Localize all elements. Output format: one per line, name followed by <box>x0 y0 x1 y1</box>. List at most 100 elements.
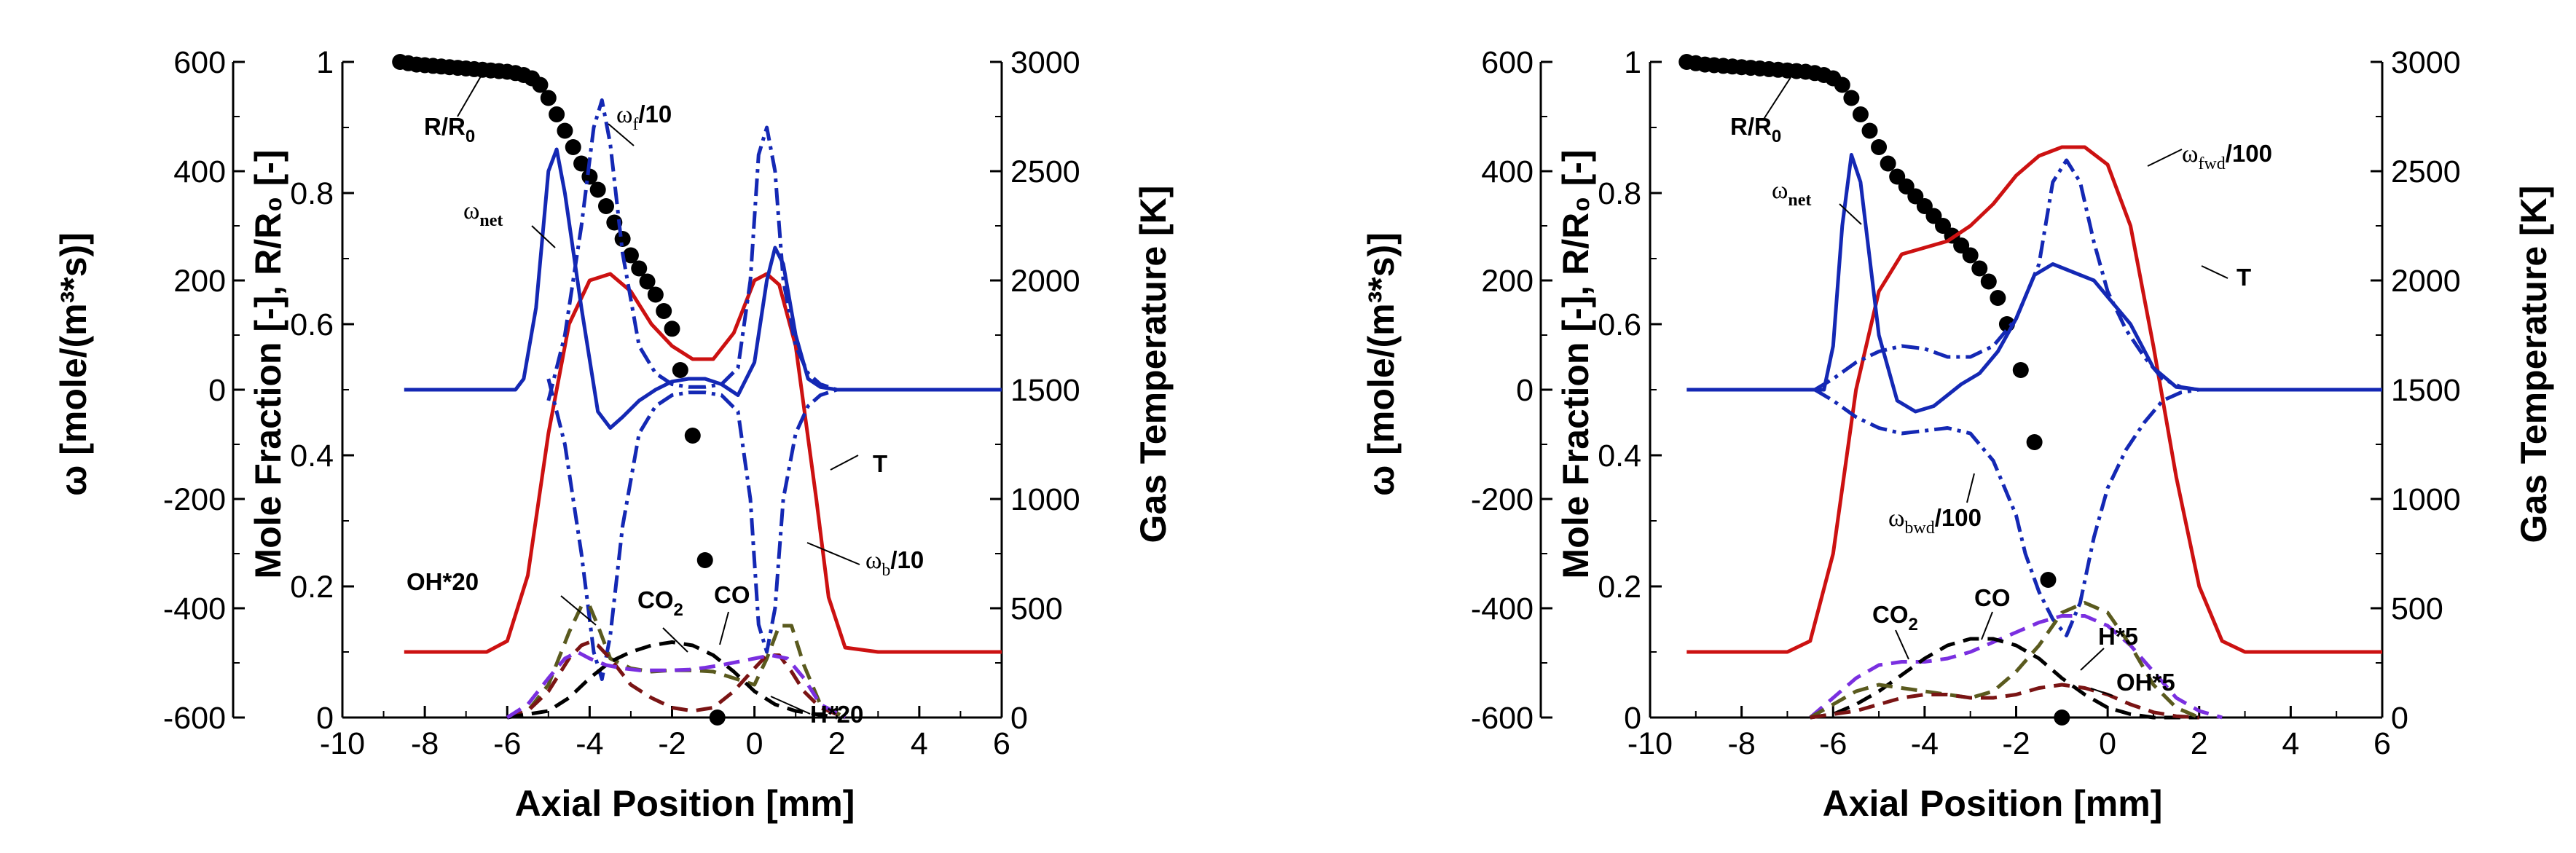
left-series-r-r0-point <box>709 709 726 726</box>
left-fraction-tick-label: 0.4 <box>290 439 334 473</box>
right-temperature-tick-label: 1000 <box>2391 482 2461 517</box>
right-h-leader <box>2080 648 2105 671</box>
left-fraction-axis-label: Mole Fraction [-], R/R₀ [-] <box>248 149 288 578</box>
left-x-tick-label: 0 <box>746 726 763 761</box>
left-x-tick-label: -8 <box>411 726 439 761</box>
left-series-r-r0-point <box>672 362 688 378</box>
right-temperature-tick-label: 500 <box>2391 591 2443 626</box>
right-series-h-5-line <box>1809 601 2200 720</box>
left-series-r-r0-point <box>540 90 557 106</box>
left-series-r-r0-point <box>647 286 664 303</box>
left-temperature-tick-label: 1500 <box>1010 373 1080 408</box>
left-series-r-r0-point <box>598 198 614 214</box>
right-panel: -10 -8 -6 -4 -2 0 2 4 6 -600 -400 -200 0 200 400 600 0 0.… <box>1361 45 2554 824</box>
left-series-r-r0-point <box>639 273 656 290</box>
right-fraction-tick-label: 0 <box>1624 701 1641 736</box>
right-wnet-label: ωnet <box>1772 177 1811 210</box>
left-series <box>392 54 1002 726</box>
right-series-r-r0-point <box>1971 260 1988 277</box>
right-series-r-r0-point <box>1880 155 1896 172</box>
left-temperature-tick-label: 0 <box>1010 701 1028 736</box>
right-series-r-r0-point <box>2026 434 2043 450</box>
right-omega-tick-label: 600 <box>1481 45 1534 80</box>
right-fraction-tick-label: 0.8 <box>1598 176 1641 211</box>
left-wb-label: ωb/10 <box>865 546 924 580</box>
right-series-bwd-100-line <box>1813 388 2200 637</box>
right-series-net-line <box>1686 153 2382 414</box>
right-x-axis-label: Axial Position [mm] <box>1823 783 2163 824</box>
right-temperature-tick-label: 0 <box>2391 701 2408 736</box>
right-series-r-r0-point <box>2012 362 2029 378</box>
right-series-r-r0-point <box>1980 273 1997 290</box>
left-axes: -10 -8 -6 -4 -2 0 2 4 6 -600 -400 -200 0 200 400 600 0 0.… <box>163 45 1080 761</box>
right-omega-tick-label: 400 <box>1481 154 1534 189</box>
left-omega-tick-label: -200 <box>163 482 226 517</box>
left-fraction-tick-label: 1 <box>316 45 334 80</box>
left-h-label: H*20 <box>810 701 863 728</box>
left-omega-tick-label: 0 <box>208 373 226 408</box>
right-series-r-r0-point <box>1962 247 1979 264</box>
right-x-tick-label: 4 <box>2282 726 2299 761</box>
right-x-tick-label: 0 <box>2099 726 2116 761</box>
right-co2-label: CO2 <box>1872 601 1918 634</box>
right-series-r-r0-point <box>1990 290 2006 306</box>
right-co-leader <box>1981 611 1993 640</box>
right-omega-tick-label: -200 <box>1471 482 1534 517</box>
left-series-r-r0-point <box>631 260 648 277</box>
left-wf-leader <box>608 123 635 146</box>
right-series-fwd-100-line <box>1813 158 2200 392</box>
right-fraction-tick-label: 1 <box>1624 45 1641 80</box>
right-series-r-r0-point <box>1834 76 1850 93</box>
left-series-r-r0-point <box>684 428 701 444</box>
right-x-tick-label: -6 <box>1819 726 1847 761</box>
left-omega-tick-label: -400 <box>163 591 226 626</box>
right-series <box>1678 54 2382 726</box>
left-temperature-tick-label: 3000 <box>1010 45 1080 80</box>
right-h-label: H*5 <box>2098 623 2138 650</box>
right-omega-tick-label: 200 <box>1481 264 1534 299</box>
left-x-axis-label: Axial Position [mm] <box>515 783 855 824</box>
right-omega-axis-label: ω [mole/(m³*s)] <box>1361 232 1402 496</box>
right-annotations: R/R0 ωnet ωfwd/100 T ωbwd/100 CO2 CO H*5… <box>1730 72 2272 696</box>
right-temperature-tick-label: 3000 <box>2391 45 2461 80</box>
left-omega-tick-label: -600 <box>163 701 226 736</box>
right-omega-tick-label: -400 <box>1471 591 1534 626</box>
left-temperature-axis-label: Gas Temperature [K] <box>1133 186 1174 543</box>
left-h-leader <box>770 696 811 715</box>
left-wb-leader <box>806 542 860 565</box>
right-r-label: R/R0 <box>1730 113 1781 146</box>
right-x-tick-label: 6 <box>2373 726 2391 761</box>
right-temperature-tick-label: 2000 <box>2391 264 2461 299</box>
right-x-tick-label: 2 <box>2191 726 2208 761</box>
left-series-r-r0-point <box>589 181 606 198</box>
left-temperature-tick-label: 2000 <box>1010 264 1080 299</box>
right-series-oh-5-line <box>1810 683 2199 720</box>
right-series-t-line <box>1686 145 2382 654</box>
right-series-co2-line <box>1809 614 2223 720</box>
left-omega-tick-label: 600 <box>173 45 226 80</box>
left-r-leader <box>457 71 484 117</box>
left-series-h-20-line <box>506 650 847 720</box>
right-fraction-tick-label: 0.2 <box>1598 570 1641 605</box>
left-omega-axis-label: ω [mole/(m³*s)] <box>53 232 94 496</box>
right-fraction-axis-label: Mole Fraction [-], R/R₀ [-] <box>1555 149 1596 578</box>
right-axes: -10 -8 -6 -4 -2 0 2 4 6 -600 -400 -200 0 200 400 600 0 0.… <box>1471 45 2461 761</box>
left-series-oh-20-line <box>506 604 847 720</box>
left-series-r-r0-point <box>614 231 631 247</box>
left-fraction-tick-label: 0 <box>316 701 334 736</box>
right-oh-label: OH*5 <box>2116 669 2175 696</box>
left-series-r-r0-point <box>696 552 713 568</box>
right-x-tick-label: -10 <box>1627 726 1673 761</box>
left-t-leader <box>830 455 859 471</box>
right-wfwd-label: ωfwd/100 <box>2182 140 2272 173</box>
left-fraction-tick-label: 0.6 <box>290 307 334 342</box>
left-oh-label: OH*20 <box>407 568 479 595</box>
left-series-co-line <box>506 640 838 720</box>
left-co2-leader <box>662 627 688 653</box>
left-oh-leader <box>560 595 597 626</box>
left-x-tick-label: 4 <box>911 726 928 761</box>
right-t-leader <box>2201 265 2229 279</box>
right-x-tick-label: -8 <box>1728 726 1756 761</box>
